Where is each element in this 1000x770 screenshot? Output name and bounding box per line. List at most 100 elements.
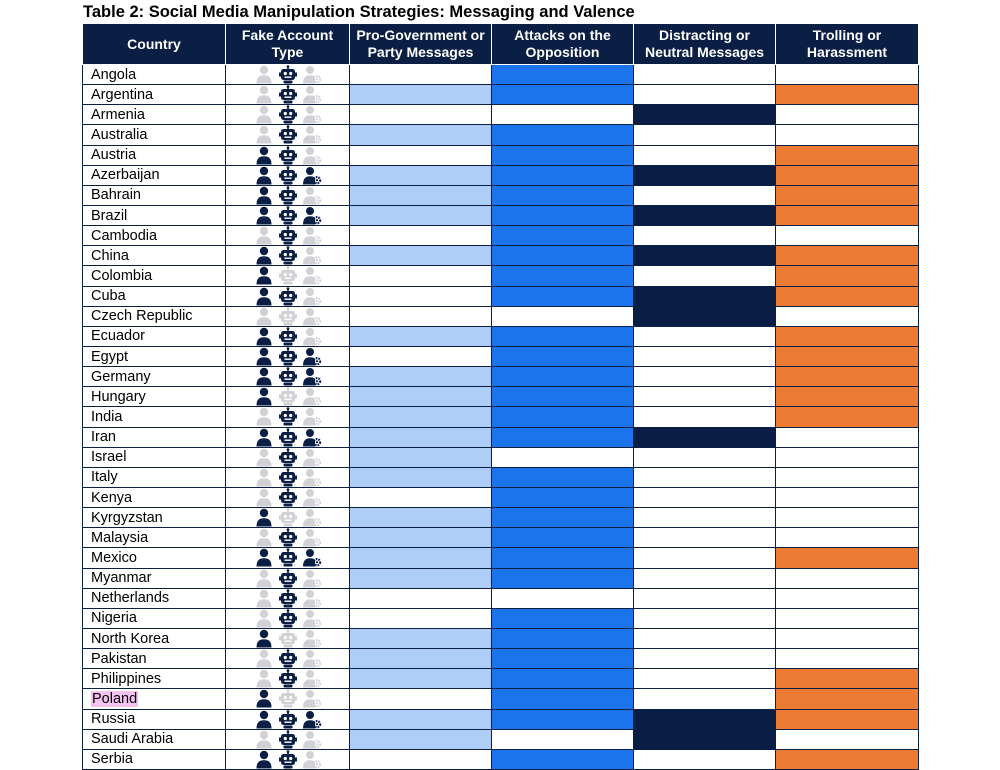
country-name: Israel <box>91 449 127 466</box>
country-name: Nigeria <box>91 610 137 627</box>
cyborg-account-icon <box>302 650 321 668</box>
table-row: Russia <box>82 708 919 730</box>
country-cell: Austria <box>82 144 226 166</box>
attacks-cell <box>491 144 634 166</box>
country-cell: Israel <box>82 446 226 468</box>
country-name: Hungary <box>91 388 146 405</box>
country-cell: Nigeria <box>82 607 226 629</box>
distracting-cell <box>633 63 776 86</box>
attacks-cell <box>491 728 634 750</box>
human-account-icon <box>256 508 271 527</box>
country-name: Brazil <box>91 207 128 224</box>
attacks-cell <box>491 587 634 609</box>
distracting-cell <box>633 204 776 227</box>
country-cell: Czech Republic <box>82 305 226 327</box>
bot-account-icon <box>278 568 297 588</box>
trolling-cell <box>775 225 919 247</box>
human-account-icon <box>256 65 271 84</box>
human-account-icon <box>256 206 271 225</box>
country-cell: Azerbaijan <box>82 164 226 186</box>
pro-government-cell <box>349 366 492 388</box>
pro-government-cell <box>349 627 492 650</box>
cyborg-account-icon <box>302 529 321 547</box>
fake-account-type-cell <box>225 648 350 670</box>
attacks-cell <box>491 164 634 186</box>
table-row: Serbia <box>82 748 919 770</box>
human-account-icon <box>256 488 271 507</box>
attacks-cell <box>491 104 634 126</box>
country-name: Kyrgyzstan <box>91 509 163 526</box>
bot-account-icon <box>278 468 297 487</box>
pro-government-cell <box>349 204 492 227</box>
cyborg-account-icon <box>302 267 321 285</box>
trolling-cell <box>775 84 919 106</box>
distracting-cell <box>633 325 776 347</box>
country-name: Mexico <box>91 549 137 566</box>
pro-government-cell <box>349 648 492 670</box>
trolling-cell <box>775 366 919 388</box>
human-account-icon <box>256 750 271 769</box>
fake-account-type-cell <box>225 325 350 347</box>
cyborg-account-icon <box>302 146 321 165</box>
trolling-cell <box>775 325 919 347</box>
pro-government-cell <box>349 486 492 509</box>
table-row: Angola <box>82 63 919 86</box>
human-account-icon <box>256 247 271 265</box>
trolling-cell <box>775 567 919 589</box>
pro-government-cell <box>349 466 492 488</box>
cyborg-account-icon <box>302 509 321 527</box>
distracting-cell <box>633 648 776 670</box>
human-account-icon <box>256 106 271 124</box>
table-row: Brazil <box>82 204 919 227</box>
bot-account-icon <box>278 689 297 708</box>
trolling-cell <box>775 406 919 428</box>
attacks-cell <box>491 245 634 267</box>
fake-account-type-cell <box>225 547 350 569</box>
fake-account-type-cell <box>225 527 350 549</box>
fake-account-type-cell <box>225 688 350 710</box>
pro-government-cell <box>349 225 492 247</box>
attacks-cell <box>491 386 634 408</box>
distracting-cell <box>633 225 776 247</box>
human-account-icon <box>256 166 271 185</box>
country-cell: Argentina <box>82 84 226 106</box>
distracting-cell <box>633 104 776 126</box>
table-row: North Korea <box>82 627 919 650</box>
human-account-icon <box>256 710 271 729</box>
fake-account-type-cell <box>225 305 350 327</box>
header-trolling: Trolling or Harassment <box>775 23 919 65</box>
trolling-cell <box>775 184 919 206</box>
country-name: Russia <box>91 711 136 728</box>
table-row: Poland <box>82 688 919 710</box>
bot-account-icon <box>278 145 297 165</box>
human-account-icon <box>256 549 271 567</box>
pro-government-cell <box>349 245 492 267</box>
bot-account-icon <box>278 226 297 245</box>
table-row: Saudi Arabia <box>82 728 919 750</box>
fake-account-type-cell <box>225 426 350 448</box>
distracting-cell <box>633 124 776 146</box>
human-account-icon <box>256 670 271 688</box>
country-cell: Bahrain <box>82 184 226 206</box>
table-row: Austria <box>82 144 919 166</box>
attacks-cell <box>491 225 634 247</box>
country-cell: Australia <box>82 124 226 146</box>
trolling-cell <box>775 265 919 287</box>
distracting-cell <box>633 446 776 468</box>
country-name: Azerbaijan <box>91 167 160 184</box>
fake-account-type-cell <box>225 567 350 589</box>
pro-government-cell <box>349 426 492 448</box>
bot-account-icon <box>278 387 297 406</box>
cyborg-account-icon <box>302 106 321 124</box>
bot-account-icon <box>278 729 297 749</box>
trolling-cell <box>775 547 919 569</box>
country-cell: India <box>82 406 226 428</box>
attacks-cell <box>491 406 634 428</box>
country-cell: Iran <box>82 426 226 448</box>
country-cell: Kyrgyzstan <box>82 507 226 529</box>
fake-account-type-cell <box>225 587 350 609</box>
distracting-cell <box>633 84 776 106</box>
human-account-icon <box>256 428 271 447</box>
bot-account-icon <box>278 447 297 467</box>
header-attacks: Attacks on the Opposition <box>491 23 634 65</box>
